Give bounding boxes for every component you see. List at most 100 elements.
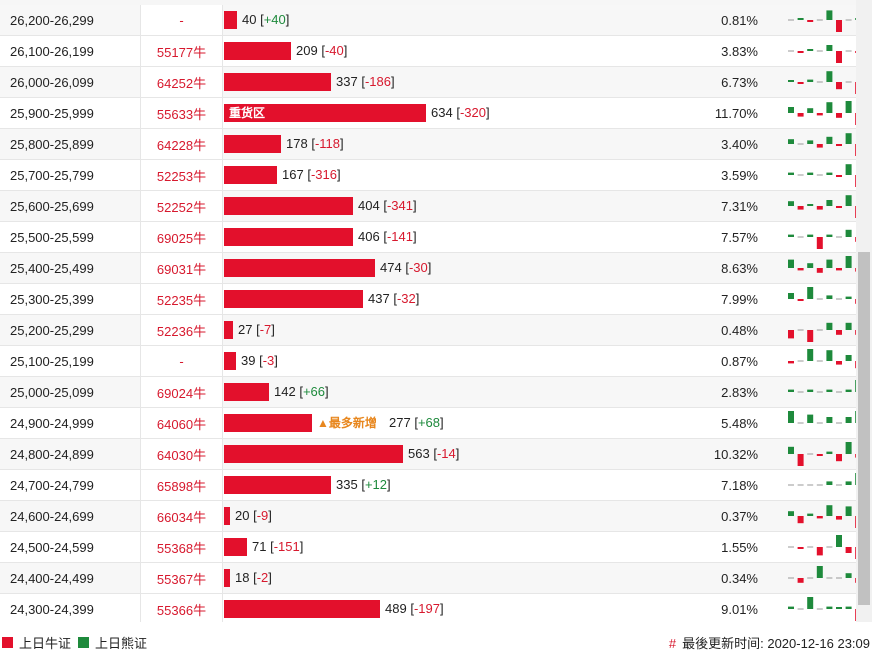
mini-bear-bar <box>845 442 852 454</box>
mini-bull-bar <box>855 609 856 621</box>
mini-bull-bar <box>816 206 823 210</box>
warrant-code[interactable]: 64030牛 <box>140 438 223 470</box>
outstanding-value: 39 [-3] <box>241 353 278 368</box>
change-value: -316 <box>310 167 337 182</box>
outstanding-value: 406 [-141] <box>358 229 417 244</box>
change-value: -40 <box>324 43 344 58</box>
warrant-code[interactable]: - <box>140 5 223 36</box>
count-value: 71 <box>252 539 267 554</box>
change-value: -186 <box>364 74 391 89</box>
warrant-code[interactable]: - <box>140 345 223 377</box>
table-row: 24,800-24,899 64030牛 563 [-14] 10.32% <box>0 438 856 470</box>
outstanding-value: 404 [-341] <box>358 198 417 213</box>
mini-baseline-mark <box>788 50 794 52</box>
warrant-code[interactable]: 64060牛 <box>140 407 223 439</box>
warrant-code[interactable]: 64228牛 <box>140 128 223 160</box>
warrant-code[interactable]: 69024牛 <box>140 376 223 408</box>
change-value: +12 <box>364 477 387 492</box>
outstanding-bar <box>224 352 236 370</box>
table-row: 24,600-24,699 66034牛 20 [-9] 0.37% <box>0 500 856 532</box>
outstanding-cell: 437 [-32] <box>222 283 668 315</box>
mini-bear-bar <box>807 108 814 113</box>
warrant-code[interactable]: 69031牛 <box>140 252 223 284</box>
outstanding-cell: 406 [-141] <box>222 221 668 253</box>
warrant-code[interactable]: 66034牛 <box>140 500 223 532</box>
change-value: -3 <box>262 353 275 368</box>
price-range: 26,100-26,199 <box>0 35 141 67</box>
warrant-code[interactable]: 52252牛 <box>140 190 223 222</box>
mini-bear-bar <box>826 71 833 82</box>
table-row: 26,000-26,099 64252牛 337 [-186] 6.73% <box>0 66 856 98</box>
mini-bear-bar <box>845 417 852 423</box>
warrant-code[interactable]: 55177牛 <box>140 35 223 67</box>
mini-history-chart <box>788 10 856 32</box>
warrant-code[interactable]: 52236牛 <box>140 314 223 346</box>
warrant-code[interactable]: 65898牛 <box>140 469 223 501</box>
percentage: 0.81% <box>668 5 788 36</box>
mini-history-chart <box>788 256 856 273</box>
outstanding-bar <box>224 321 233 339</box>
percentage: 5.48% <box>668 407 788 439</box>
outstanding-bar <box>224 228 353 246</box>
outstanding-cell: 337 [-186] <box>222 66 668 98</box>
outstanding-value: 489 [-197] <box>385 601 444 616</box>
mini-bull-bar <box>816 454 823 456</box>
mini-bear-bar <box>826 350 833 361</box>
change-value: -30 <box>408 260 428 275</box>
count-value: 39 <box>241 353 256 368</box>
mini-bear-bar <box>845 256 852 268</box>
mini-baseline-mark <box>816 50 823 52</box>
mini-bear-bar <box>845 296 852 299</box>
outstanding-value: 178 [-118] <box>286 136 344 151</box>
mini-bear-bar <box>807 204 814 206</box>
warrant-code[interactable]: 52253牛 <box>140 159 223 191</box>
price-range: 24,400-24,499 <box>0 562 141 594</box>
warrant-code[interactable]: 55633牛 <box>140 97 223 129</box>
warrant-code[interactable]: 64252牛 <box>140 66 223 98</box>
count-value: 406 <box>358 229 380 244</box>
percentage: 0.37% <box>668 500 788 532</box>
mini-history-chart <box>788 229 856 249</box>
warrant-code[interactable]: 52235牛 <box>140 283 223 315</box>
mini-baseline-mark <box>826 546 833 548</box>
outstanding-cell: 18 [-2] <box>222 562 668 594</box>
mini-bull-bar <box>816 547 823 556</box>
outstanding-value: 20 [-9] <box>235 508 272 523</box>
outstanding-value: 167 [-316] <box>282 167 341 182</box>
mini-bear-bar <box>845 389 852 392</box>
mini-baseline-mark <box>797 422 804 424</box>
table-row: 24,700-24,799 65898牛 335 [+12] 7.18% <box>0 469 856 501</box>
table-row: 25,700-25,799 52253牛 167 [-316] 3.59% <box>0 159 856 191</box>
mini-baseline-mark <box>826 577 833 579</box>
mini-bull-bar <box>855 206 856 218</box>
mini-history-cell <box>788 469 856 501</box>
outstanding-bar <box>224 11 237 29</box>
mini-bull-bar <box>816 113 823 116</box>
mini-bear-bar <box>797 18 804 20</box>
warrant-code[interactable]: 55368牛 <box>140 531 223 563</box>
count-value: 474 <box>380 260 402 275</box>
mini-bull-bar <box>816 144 823 148</box>
outstanding-bar <box>224 414 312 432</box>
scrollbar-thumb[interactable] <box>858 252 870 605</box>
warrant-code[interactable]: 55366牛 <box>140 593 223 622</box>
mini-history-cell <box>788 314 856 346</box>
mini-baseline-mark <box>788 577 794 579</box>
count-value: 20 <box>235 508 250 523</box>
warrant-code[interactable]: 55367牛 <box>140 562 223 594</box>
mini-history-chart <box>788 195 856 218</box>
mini-history-cell <box>788 562 856 594</box>
count-value: 489 <box>385 601 407 616</box>
warrant-code[interactable]: 69025牛 <box>140 221 223 253</box>
change-value: -2 <box>256 570 269 585</box>
mini-baseline-mark <box>797 608 804 610</box>
mini-baseline-mark <box>845 19 852 21</box>
hash-icon: # <box>668 636 677 651</box>
mini-bull-bar <box>855 144 856 156</box>
change-value: -341 <box>386 198 413 213</box>
outstanding-value: 209 [-40] <box>296 43 348 58</box>
count-value: 209 <box>296 43 318 58</box>
table-row: 25,000-25,099 69024牛 142 [+66] 2.83% <box>0 376 856 408</box>
mini-bear-bar <box>788 606 794 609</box>
mini-bear-bar <box>845 101 852 113</box>
